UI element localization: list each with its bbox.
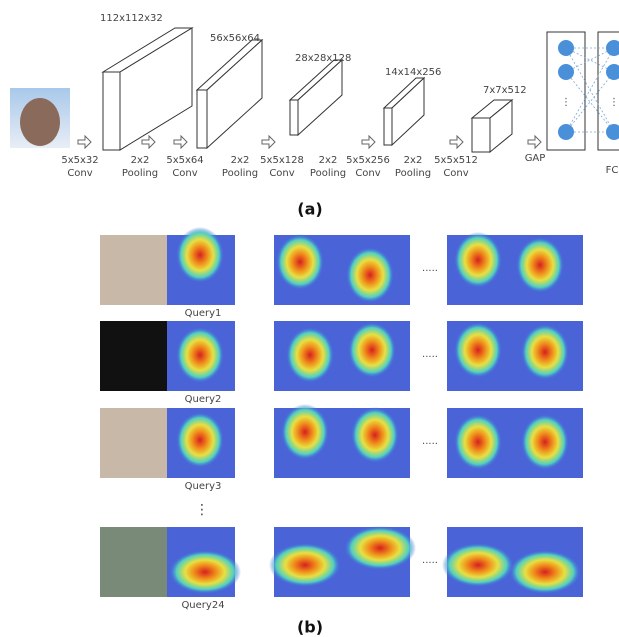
- heatmap-blob: [454, 232, 502, 288]
- heatmap-blob: [516, 237, 564, 293]
- cuboid-front: [471, 117, 491, 153]
- heatmap-blob: [344, 526, 416, 570]
- query-photo: [100, 235, 167, 305]
- fc-connections: [565, 47, 615, 133]
- query-photo: [100, 527, 167, 597]
- arrow: [77, 134, 92, 150]
- op-line1: 2x2: [131, 155, 150, 166]
- heatmap-blob: [281, 404, 329, 460]
- op-line1: 5x5x128: [260, 155, 304, 166]
- query-label: Query3: [185, 481, 222, 492]
- op-line2: Pooling: [395, 168, 431, 179]
- heatmap-blob: [286, 327, 334, 383]
- heatmap-blob: [442, 543, 514, 587]
- query-photo: [100, 408, 167, 478]
- heatmap-blob: [454, 322, 502, 378]
- arrow: [361, 134, 376, 150]
- heatmap-blob: [521, 414, 569, 470]
- heatmap-blob: [521, 324, 569, 380]
- op-line2: Pooling: [122, 168, 158, 179]
- op-line2: Conv: [443, 168, 468, 179]
- op-line1: 5x5x256: [346, 155, 390, 166]
- heatmap-blob: [176, 327, 224, 383]
- op-line2: Conv: [67, 168, 92, 179]
- op-line1: 5x5x64: [166, 155, 203, 166]
- vertical-ellipsis: ⋮: [195, 502, 209, 518]
- op-line1: 2x2: [231, 155, 250, 166]
- heatmap-blob: [276, 234, 324, 290]
- fc-dots: ⋮: [609, 97, 619, 108]
- cuboid-side: [297, 58, 343, 137]
- input-figure: [20, 98, 60, 146]
- fc-nodes: [558, 40, 619, 140]
- row-ellipsis: .....: [422, 436, 438, 447]
- layer-size: 28x28x128: [295, 53, 351, 64]
- op-line2: Conv: [355, 168, 380, 179]
- op-line1: 2x2: [319, 155, 338, 166]
- op-line2: Conv: [172, 168, 197, 179]
- op-line1: 2x2: [404, 155, 423, 166]
- layer-size: 14x14x256: [385, 67, 441, 78]
- fc-layer: [546, 31, 586, 151]
- cuboid-front: [196, 89, 208, 149]
- op-line2: Conv: [269, 168, 294, 179]
- caption-b: (b): [297, 618, 323, 637]
- gap-label: GAP: [525, 153, 546, 164]
- row-ellipsis: .....: [422, 555, 438, 566]
- arrow: [449, 134, 464, 150]
- heatmap-blob: [176, 227, 224, 283]
- heatmap-blob: [509, 550, 581, 594]
- cuboid-front: [383, 107, 393, 146]
- op-line2: Pooling: [222, 168, 258, 179]
- heatmap-blob: [346, 247, 394, 303]
- arrow: [173, 134, 188, 150]
- heatmap-blob: [176, 412, 224, 468]
- heatmap-blob: [269, 543, 341, 587]
- query-label: Query2: [185, 394, 222, 405]
- fc-dots: ⋮: [561, 97, 571, 108]
- row-ellipsis: .....: [422, 263, 438, 274]
- arrow: [141, 134, 156, 150]
- cuboid-front: [289, 99, 299, 136]
- fc-label: FC: [606, 165, 619, 176]
- query-label: Query24: [181, 600, 224, 611]
- op-line1: 5x5x32: [61, 155, 98, 166]
- arrow: [527, 134, 542, 150]
- query-label: Query1: [185, 308, 222, 319]
- row-ellipsis: .....: [422, 349, 438, 360]
- arrow: [261, 134, 276, 150]
- op-line1: 5x5x512: [434, 155, 478, 166]
- layer-size: 112x112x32: [100, 13, 163, 24]
- caption-a: (a): [297, 200, 322, 219]
- fc-layer: [597, 31, 619, 151]
- query-photo: [100, 321, 167, 391]
- heatmap-blob: [454, 414, 502, 470]
- heatmap-blob: [169, 550, 241, 594]
- heatmap-blob: [351, 407, 399, 463]
- layer-size: 56x56x64: [210, 33, 260, 44]
- heatmap-blob: [348, 322, 396, 378]
- cuboid-front: [102, 71, 121, 151]
- layer-size: 7x7x512: [483, 85, 527, 96]
- op-line2: Pooling: [310, 168, 346, 179]
